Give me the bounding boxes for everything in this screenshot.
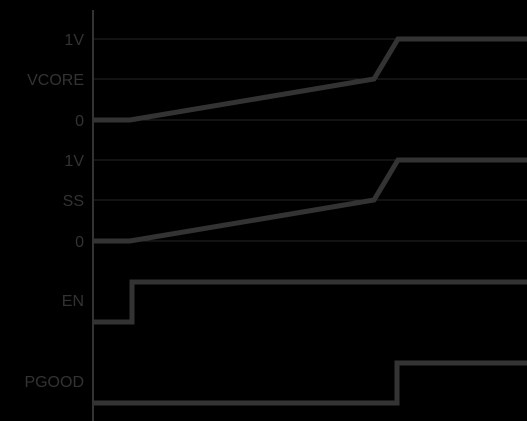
pgood-trace <box>93 360 527 406</box>
pgood-label: PGOOD <box>24 374 84 391</box>
vcore-trace <box>93 36 527 123</box>
en-label: EN <box>62 293 84 310</box>
vcore-0-label: 0 <box>75 113 84 130</box>
vcore-label: VCORE <box>27 72 84 89</box>
ss-label: SS <box>63 193 84 210</box>
en-trace <box>93 279 527 325</box>
ss-0-label: 0 <box>75 234 84 251</box>
ss-trace <box>93 157 527 244</box>
vcore-1v-label: 1V <box>64 32 84 49</box>
ss-1v-label: 1V <box>64 153 84 170</box>
